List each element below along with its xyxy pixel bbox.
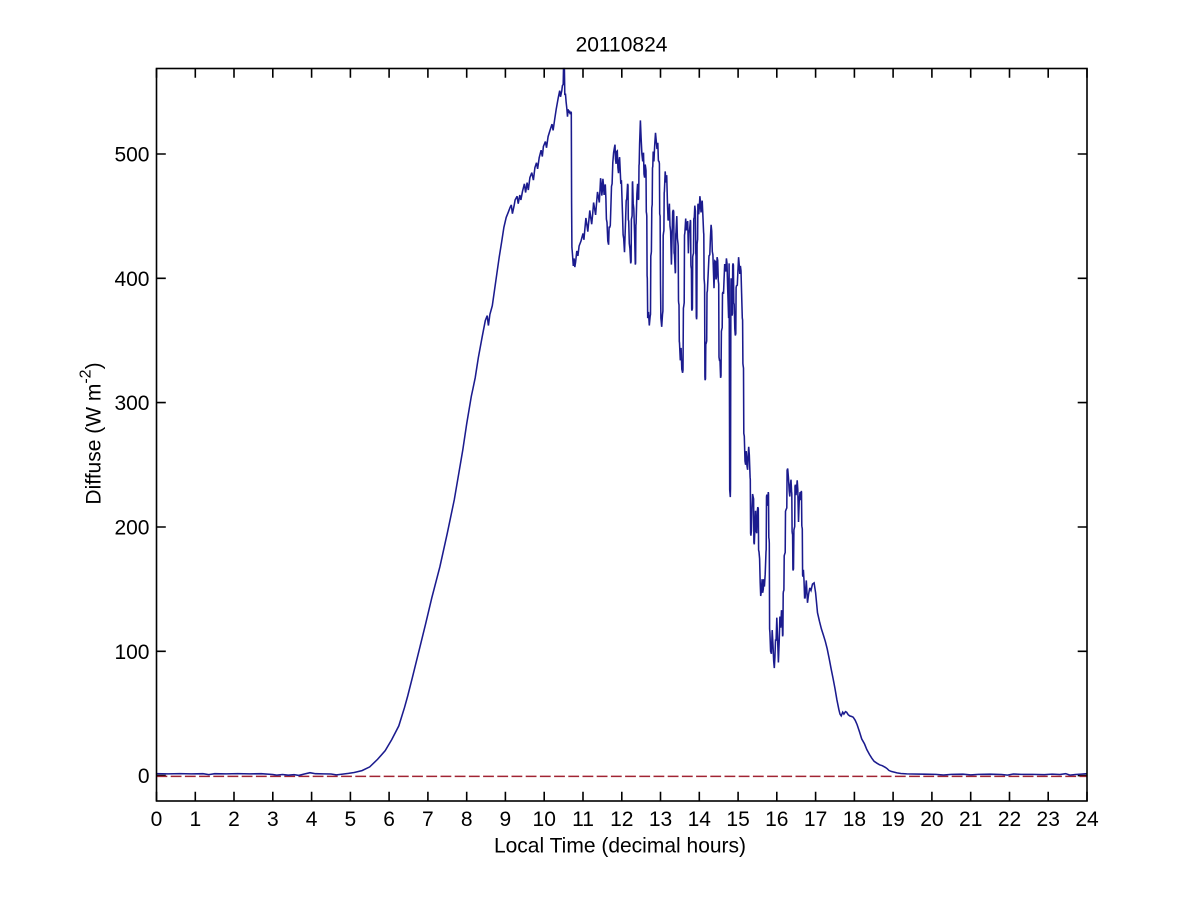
- svg-text:Local Time (decimal hours): Local Time (decimal hours): [494, 835, 746, 858]
- svg-text:14: 14: [688, 808, 712, 831]
- svg-text:300: 300: [114, 392, 149, 415]
- svg-text:200: 200: [114, 517, 149, 540]
- svg-text:12: 12: [610, 808, 633, 831]
- svg-text:4: 4: [306, 808, 318, 831]
- svg-text:17: 17: [804, 808, 827, 831]
- svg-text:6: 6: [383, 808, 395, 831]
- svg-text:22: 22: [998, 808, 1021, 831]
- svg-text:1: 1: [189, 808, 201, 831]
- svg-text:13: 13: [649, 808, 672, 831]
- svg-text:Diffuse (W m-2): Diffuse (W m-2): [78, 362, 106, 504]
- svg-text:8: 8: [461, 808, 473, 831]
- svg-text:5: 5: [345, 808, 357, 831]
- svg-text:100: 100: [114, 641, 149, 664]
- svg-text:15: 15: [726, 808, 749, 831]
- svg-text:18: 18: [843, 808, 866, 831]
- svg-text:23: 23: [1037, 808, 1060, 831]
- svg-text:10: 10: [533, 808, 556, 831]
- svg-text:24: 24: [1075, 808, 1099, 831]
- svg-text:20: 20: [920, 808, 943, 831]
- svg-text:16: 16: [765, 808, 788, 831]
- svg-text:7: 7: [422, 808, 434, 831]
- svg-text:2: 2: [228, 808, 240, 831]
- svg-text:19: 19: [881, 808, 904, 831]
- svg-text:0: 0: [151, 808, 163, 831]
- svg-text:21: 21: [959, 808, 982, 831]
- svg-text:3: 3: [267, 808, 279, 831]
- svg-text:500: 500: [114, 144, 149, 167]
- svg-text:20110824: 20110824: [576, 34, 668, 57]
- svg-text:400: 400: [114, 268, 149, 291]
- svg-text:0: 0: [138, 765, 150, 788]
- svg-text:9: 9: [500, 808, 512, 831]
- svg-text:11: 11: [572, 808, 594, 831]
